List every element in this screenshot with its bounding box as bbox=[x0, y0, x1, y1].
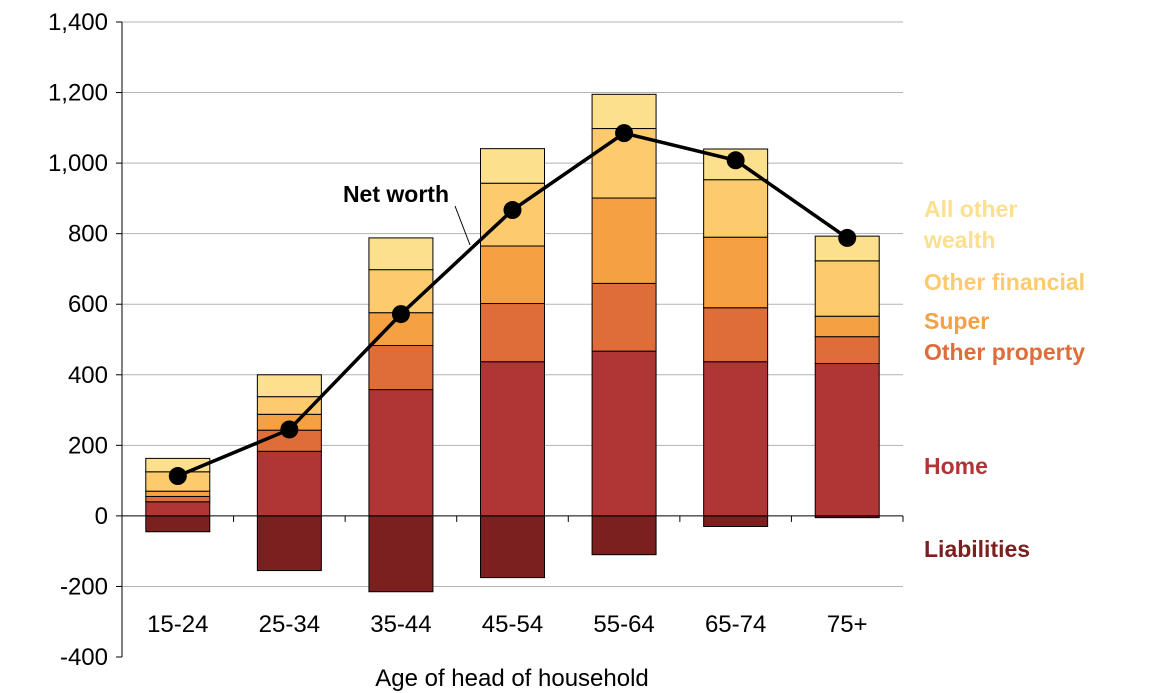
x-axis-title: Age of head of household bbox=[375, 665, 649, 692]
x-tick-label: 75+ bbox=[827, 611, 868, 638]
annotation-label: Net worth bbox=[343, 181, 449, 207]
y-tick-label: 200 bbox=[68, 432, 108, 459]
bar-segment-all-other-wealth bbox=[591, 93, 657, 130]
bar-segment-home bbox=[256, 450, 322, 517]
net-worth-series bbox=[168, 124, 857, 486]
bar-segment-super bbox=[145, 490, 211, 497]
bar-segment-other-financial bbox=[703, 179, 769, 238]
y-tick-label: -400 bbox=[60, 644, 108, 671]
bar-segment-home bbox=[145, 501, 211, 517]
bar-segment-other-property bbox=[703, 307, 769, 363]
x-tick-label: 15-24 bbox=[147, 611, 208, 638]
net-worth-point bbox=[168, 467, 187, 486]
bar-segment-super bbox=[814, 315, 880, 338]
bar-segment-home bbox=[591, 350, 657, 517]
bar-segment-home bbox=[480, 361, 545, 517]
legend: Liabilities Home Other property Super Other … bbox=[923, 196, 1085, 562]
bar-segment-liabilities bbox=[591, 515, 657, 556]
bar-segment-home bbox=[368, 389, 434, 517]
annotation-leader-line bbox=[454, 205, 471, 246]
bar-segment-super bbox=[480, 245, 545, 305]
net-worth-point bbox=[838, 228, 857, 247]
bar-segment-other-financial bbox=[814, 260, 880, 317]
net-worth-point bbox=[615, 124, 634, 143]
bar-segment-liabilities bbox=[703, 515, 769, 527]
y-tick-label: 800 bbox=[68, 221, 108, 248]
bar-segment-other-property bbox=[591, 282, 657, 352]
bar-segment-liabilities bbox=[145, 515, 211, 533]
x-tick-label: 25-34 bbox=[259, 611, 320, 638]
y-tick-label: 1,000 bbox=[48, 150, 108, 177]
bar-segment-super bbox=[591, 197, 657, 284]
y-tick-label: 400 bbox=[68, 362, 108, 389]
x-tick-label: 45-54 bbox=[482, 611, 543, 638]
y-tick-labels: -400 -200 0 200 400 600 800 1,000 1,200 1,400 bbox=[48, 9, 108, 671]
bar-segment-other-property bbox=[814, 336, 880, 364]
net-worth-point bbox=[391, 305, 410, 324]
net-worth-annotation: Net worth bbox=[343, 181, 471, 246]
net-worth-point bbox=[726, 151, 745, 170]
legend-label: Home bbox=[924, 453, 988, 479]
y-tick-label: -200 bbox=[60, 573, 108, 600]
legend-label: Super bbox=[924, 308, 989, 334]
bar-segment-home bbox=[703, 361, 769, 517]
x-tick-label: 55-64 bbox=[593, 611, 654, 638]
net-worth-point bbox=[280, 420, 299, 439]
axes bbox=[116, 21, 904, 658]
y-tick-label: 0 bbox=[95, 503, 108, 530]
bar-segment-all-other-wealth bbox=[480, 148, 545, 184]
net-worth-point bbox=[503, 201, 522, 220]
bar-segment-other-property bbox=[145, 495, 211, 503]
x-tick-labels: 15-24 25-34 35-44 45-54 55-64 65-74 75+ bbox=[147, 611, 867, 638]
bars bbox=[145, 93, 880, 593]
legend-label: All other bbox=[924, 196, 1017, 222]
legend-label: Other financial bbox=[924, 269, 1085, 295]
bar-segment-all-other-wealth bbox=[256, 374, 322, 398]
x-tick-label: 65-74 bbox=[705, 611, 766, 638]
x-tick-label: 35-44 bbox=[370, 611, 431, 638]
bar-segment-liabilities bbox=[368, 515, 434, 593]
legend-label: wealth bbox=[923, 227, 996, 253]
bar-segment-liabilities bbox=[256, 515, 322, 572]
legend-label: Other property bbox=[924, 339, 1085, 365]
y-tick-label: 600 bbox=[68, 291, 108, 318]
bar-segment-home bbox=[814, 362, 880, 517]
bar-segment-super bbox=[703, 236, 769, 309]
y-tick-label: 1,200 bbox=[48, 80, 108, 107]
bar-segment-other-property bbox=[480, 303, 545, 363]
bar-segment-all-other-wealth bbox=[368, 237, 434, 271]
legend-label: Liabilities bbox=[924, 536, 1030, 562]
y-tick-label: 1,400 bbox=[48, 9, 108, 36]
bar-segment-other-property bbox=[368, 344, 434, 391]
bar-segment-liabilities bbox=[480, 515, 545, 579]
